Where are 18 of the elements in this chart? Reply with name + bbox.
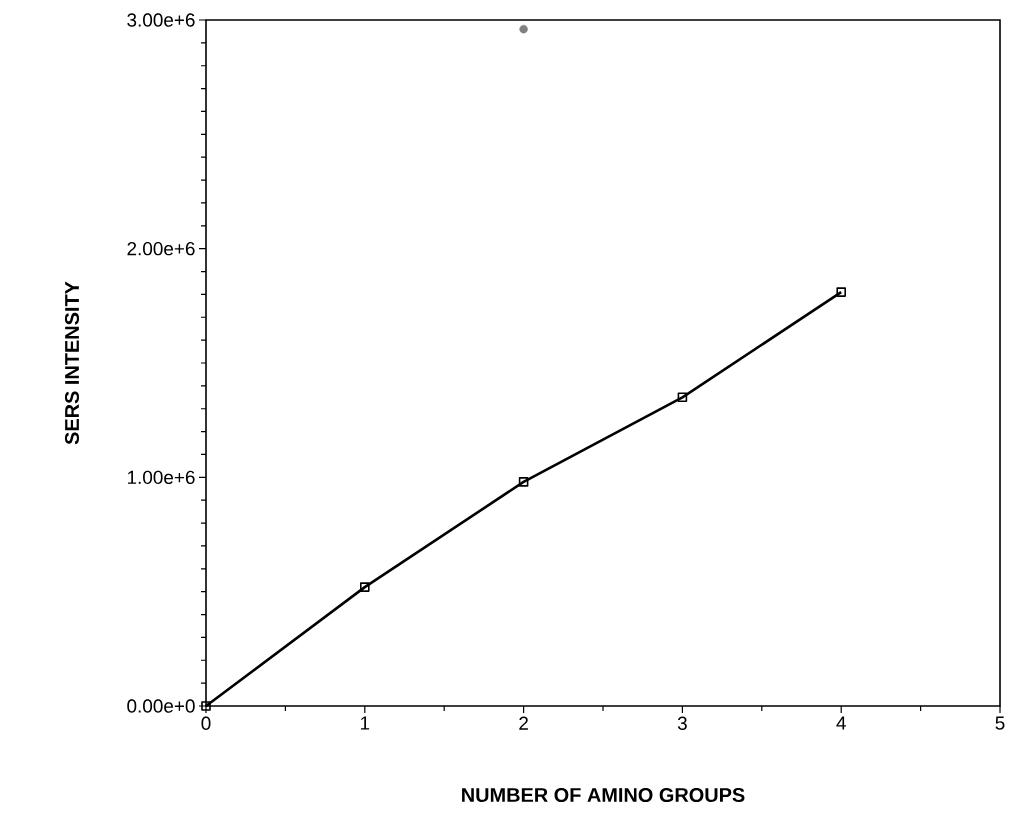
y-tick-label: 0.00e+0	[127, 699, 195, 713]
y-tick-label: 2.00e+6	[127, 241, 195, 256]
point	[519, 24, 528, 34]
y-tick-label: 1.00e+6	[127, 470, 195, 485]
point	[836, 287, 847, 297]
point	[201, 701, 211, 711]
x-tick-label: 0	[201, 716, 211, 730]
point	[518, 477, 529, 487]
point	[677, 392, 688, 403]
x-axis-title: NUMBER OF AMINO GROUPS	[462, 787, 745, 803]
y-axis-title: SERS INTENSITY	[64, 281, 80, 445]
x-tick-label: 5	[995, 716, 1005, 730]
point	[360, 582, 370, 592]
x-tick-label: 2	[519, 716, 528, 730]
x-tick-label: 3	[677, 716, 687, 730]
y-tick-label: 3.00e+6	[127, 13, 195, 27]
x-tick-label: 1	[360, 716, 370, 730]
x-tick-label: 4	[836, 716, 846, 730]
